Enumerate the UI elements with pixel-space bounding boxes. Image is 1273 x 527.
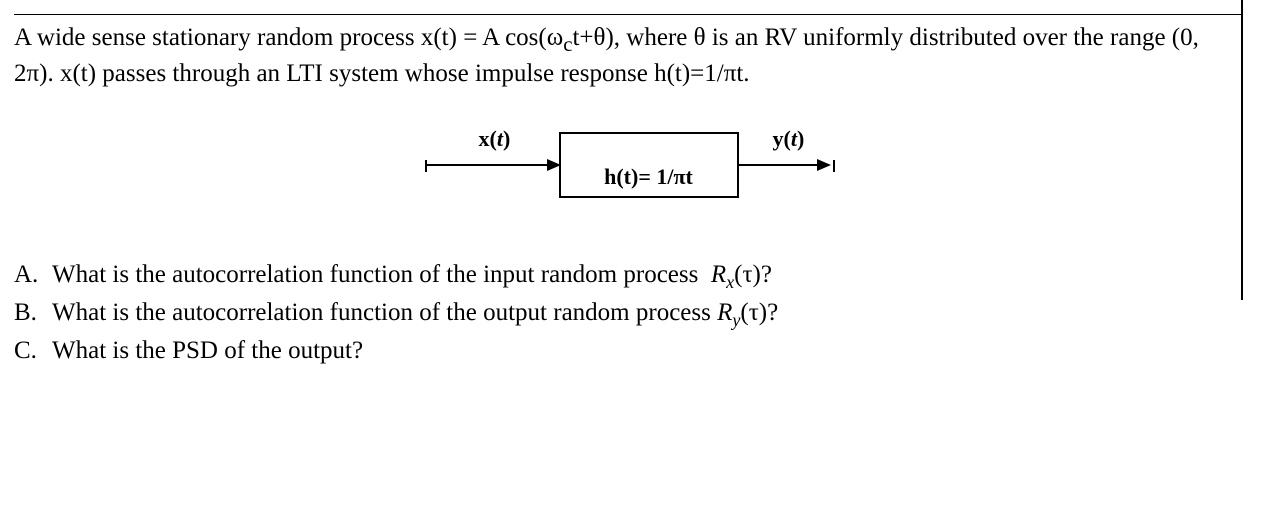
question-item: A. What is the autocorrelation function …	[14, 258, 1223, 294]
question-text: What is the autocorrelation function of …	[52, 258, 772, 294]
question-letter: C.	[14, 334, 52, 368]
arrow-tail	[425, 160, 427, 172]
problem-statement: A wide sense stationary random process x…	[14, 22, 1223, 90]
top-rule	[14, 14, 1243, 15]
impulse-response-label: h(t)= 1/πt	[561, 164, 737, 190]
question-letter: A.	[14, 258, 52, 294]
page: A wide sense stationary random process x…	[0, 0, 1273, 527]
output-arrow	[739, 164, 829, 166]
question-item: B. What is the autocorrelation function …	[14, 296, 1223, 332]
question-item: C. What is the PSD of the output?	[14, 334, 1223, 368]
right-margin-rule	[1241, 0, 1243, 300]
box-top-notch	[634, 132, 664, 134]
question-letter: B.	[14, 296, 52, 332]
output-signal-label: y(t)	[773, 126, 805, 152]
arrowhead-icon	[817, 159, 831, 171]
arrow-end-bar	[833, 160, 835, 172]
question-list: A. What is the autocorrelation function …	[14, 258, 1223, 368]
system-box: h(t)= 1/πt	[559, 132, 739, 198]
block-diagram: x(t) h(t)= 1/πt y(t)	[369, 118, 869, 238]
question-text: What is the autocorrelation function of …	[52, 296, 778, 332]
content-area: A wide sense stationary random process x…	[14, 22, 1223, 370]
question-text: What is the PSD of the output?	[52, 334, 363, 368]
input-signal-label: x(t)	[479, 126, 511, 152]
input-arrow	[425, 164, 559, 166]
